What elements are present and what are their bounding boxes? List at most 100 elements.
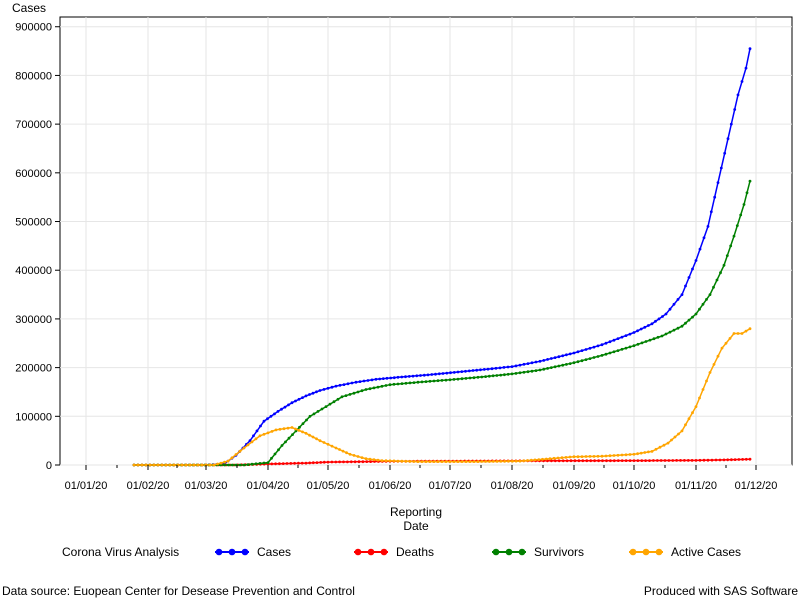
- data-point: [568, 362, 572, 365]
- data-point: [596, 344, 600, 348]
- data-point: [706, 458, 710, 462]
- data-point: [360, 389, 364, 393]
- data-point: [632, 452, 636, 456]
- data-point: [680, 293, 684, 296]
- data-point: [600, 343, 604, 347]
- data-point: [441, 372, 445, 375]
- data-point: [522, 370, 526, 374]
- data-point: [376, 458, 380, 462]
- x-tick-label: 01/01/20: [65, 480, 108, 492]
- legend-label: Active Cases: [671, 545, 741, 559]
- data-point: [732, 332, 736, 335]
- data-point: [482, 368, 486, 371]
- data-point: [428, 379, 432, 383]
- data-point: [440, 379, 444, 382]
- data-point: [728, 337, 732, 340]
- data-point: [644, 459, 647, 462]
- data-point: [549, 357, 553, 360]
- data-point: [740, 80, 744, 83]
- data-point: [330, 385, 334, 389]
- data-point: [518, 459, 522, 463]
- legend-swatch-marker: [241, 548, 249, 556]
- data-point: [620, 459, 624, 462]
- data-point: [608, 351, 612, 355]
- data-point: [687, 417, 691, 421]
- data-point: [266, 431, 270, 435]
- data-point: [468, 376, 472, 380]
- data-point: [526, 459, 529, 462]
- data-point: [342, 383, 346, 386]
- data-point: [408, 381, 412, 385]
- axis-layer: 0 100000 200000 300000 400000 500000 600000 700…: [15, 22, 777, 492]
- data-point: [376, 385, 380, 389]
- data-point: [415, 374, 419, 378]
- footnote-source: Data source: Euopean Center for Desease …: [2, 584, 355, 598]
- data-point: [676, 326, 680, 330]
- data-point: [660, 334, 664, 338]
- data-point: [164, 463, 168, 467]
- data-point: [722, 263, 726, 267]
- data-point: [364, 388, 368, 391]
- x-tick-label: 01/12/20: [735, 480, 778, 492]
- data-point: [592, 345, 596, 349]
- data-point: [684, 321, 687, 325]
- data-point: [605, 459, 608, 463]
- data-point: [289, 462, 293, 465]
- data-point: [742, 203, 746, 206]
- data-point: [301, 396, 304, 399]
- data-point: [332, 400, 336, 404]
- data-point: [448, 378, 452, 382]
- data-point: [553, 459, 557, 463]
- data-point: [301, 422, 305, 425]
- data-point: [274, 428, 278, 432]
- data-point: [716, 354, 720, 358]
- data-point: [498, 366, 502, 370]
- data-point: [650, 322, 654, 326]
- data-point: [234, 453, 238, 456]
- data-point: [719, 166, 723, 170]
- data-point: [691, 267, 694, 271]
- data-point: [388, 383, 392, 387]
- data-point: [628, 459, 632, 462]
- data-point: [663, 459, 667, 462]
- data-point: [471, 369, 475, 372]
- data-point: [739, 213, 743, 217]
- data-point: [366, 379, 370, 382]
- data-point: [400, 375, 404, 379]
- data-point: [416, 460, 420, 463]
- data-point: [404, 375, 407, 379]
- data-point: [654, 447, 658, 451]
- legend-swatch-marker: [354, 548, 362, 556]
- data-point: [262, 419, 266, 423]
- data-point: [136, 463, 140, 467]
- data-point: [304, 431, 308, 435]
- data-point: [640, 459, 644, 462]
- data-point: [341, 449, 345, 453]
- data-point: [148, 463, 152, 467]
- data-point: [340, 395, 344, 399]
- data-point: [600, 454, 604, 458]
- data-point: [280, 407, 283, 411]
- legend-swatch-marker: [629, 548, 637, 556]
- legend-swatch-marker: [642, 548, 650, 556]
- x-axis-title-line-2: Date: [403, 519, 429, 533]
- data-point: [672, 302, 676, 306]
- data-point: [480, 375, 484, 379]
- data-point: [491, 374, 495, 378]
- data-point: [709, 210, 713, 214]
- data-point: [652, 459, 655, 462]
- data-point: [748, 47, 752, 51]
- footnote-credit: Produced with SAS Software: [643, 584, 798, 598]
- data-point: [380, 384, 384, 388]
- data-point: [238, 463, 242, 467]
- data-point: [280, 444, 284, 447]
- data-point: [308, 414, 312, 418]
- data-point: [609, 459, 612, 463]
- data-point: [577, 459, 581, 463]
- data-point: [701, 388, 705, 391]
- data-point: [448, 460, 452, 463]
- data-point: [305, 418, 308, 422]
- data-point: [632, 459, 636, 462]
- data-point: [601, 459, 604, 463]
- data-point: [334, 384, 338, 388]
